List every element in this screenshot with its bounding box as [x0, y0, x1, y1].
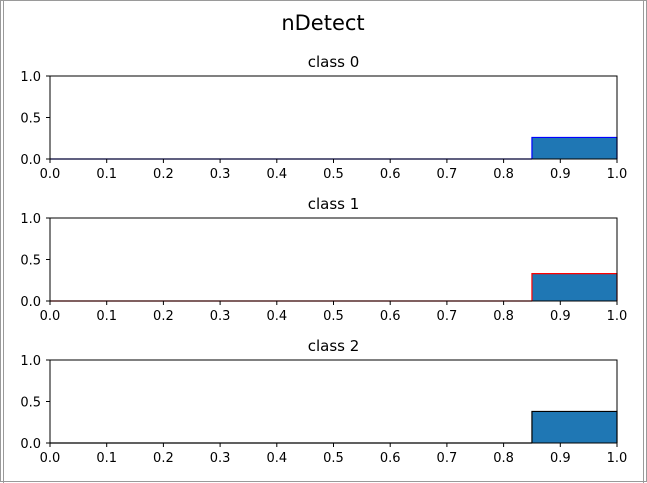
x-tick-label: 0.4	[266, 167, 287, 182]
x-tick-label: 0.7	[437, 309, 458, 324]
x-tick-label: 1.0	[607, 309, 628, 324]
x-tick-label: 0.6	[380, 451, 401, 466]
x-tick-label: 0.9	[550, 451, 571, 466]
x-tick-label: 1.0	[607, 167, 628, 182]
y-tick-label: 1.0	[20, 354, 41, 369]
x-tick-label: 0.8	[493, 451, 514, 466]
subplot-title: class 2	[308, 337, 360, 355]
x-tick-label: 0.4	[266, 451, 287, 466]
x-tick-label: 0.0	[40, 167, 61, 182]
subplot-title: class 1	[308, 195, 360, 213]
histogram-bar	[531, 273, 617, 301]
x-tick-label: 0.3	[210, 451, 231, 466]
y-tick-label: 1.0	[20, 70, 41, 85]
x-tick-label: 0.4	[266, 309, 287, 324]
y-tick-label: 0.0	[20, 295, 41, 310]
x-tick-label: 0.9	[550, 309, 571, 324]
x-tick-label: 0.8	[493, 309, 514, 324]
x-tick-label: 0.5	[323, 309, 344, 324]
histogram-bar	[531, 411, 617, 443]
y-tick-label: 0.5	[20, 396, 41, 411]
x-tick-label: 0.1	[96, 451, 117, 466]
x-tick-label: 0.1	[96, 167, 117, 182]
y-tick-label: 0.0	[20, 153, 41, 168]
histogram-bar	[531, 137, 617, 159]
x-tick-label: 0.3	[210, 309, 231, 324]
x-tick-label: 0.0	[40, 309, 61, 324]
x-tick-label: 1.0	[607, 451, 628, 466]
x-tick-label: 0.2	[153, 309, 174, 324]
x-tick-label: 0.6	[380, 167, 401, 182]
y-tick-label: 0.0	[20, 437, 41, 452]
x-tick-label: 0.8	[493, 167, 514, 182]
x-tick-label: 0.2	[153, 167, 174, 182]
subplot-class-0: class 0 0.0 0.1 0.2 0.3 0.4 0.5 0.6 0.7 0.8 0.9 1.0…	[20, 53, 627, 182]
x-tick-label: 0.2	[153, 451, 174, 466]
subplot-class-1: class 1 0.0 0.1 0.2 0.3 0.4 0.5 0.6 0.7 0.8 0.9 1.0…	[20, 195, 627, 324]
x-tick-label: 0.3	[210, 167, 231, 182]
x-tick-label: 0.7	[437, 167, 458, 182]
x-tick-label: 0.5	[323, 451, 344, 466]
y-tick-label: 1.0	[20, 212, 41, 227]
x-tick-label: 0.9	[550, 167, 571, 182]
x-tick-label: 0.0	[40, 451, 61, 466]
figure-title: nDetect	[281, 11, 364, 35]
y-tick-label: 0.5	[20, 254, 41, 269]
x-tick-label: 0.5	[323, 167, 344, 182]
y-tick-label: 0.5	[20, 112, 41, 127]
x-tick-label: 0.1	[96, 309, 117, 324]
subplot-title: class 0	[308, 53, 360, 71]
x-tick-label: 0.6	[380, 309, 401, 324]
subplot-class-2: class 2 0.0 0.1 0.2 0.3 0.4 0.5 0.6 0.7 0.8 0.9 1.0…	[20, 337, 627, 466]
x-tick-label: 0.7	[437, 451, 458, 466]
